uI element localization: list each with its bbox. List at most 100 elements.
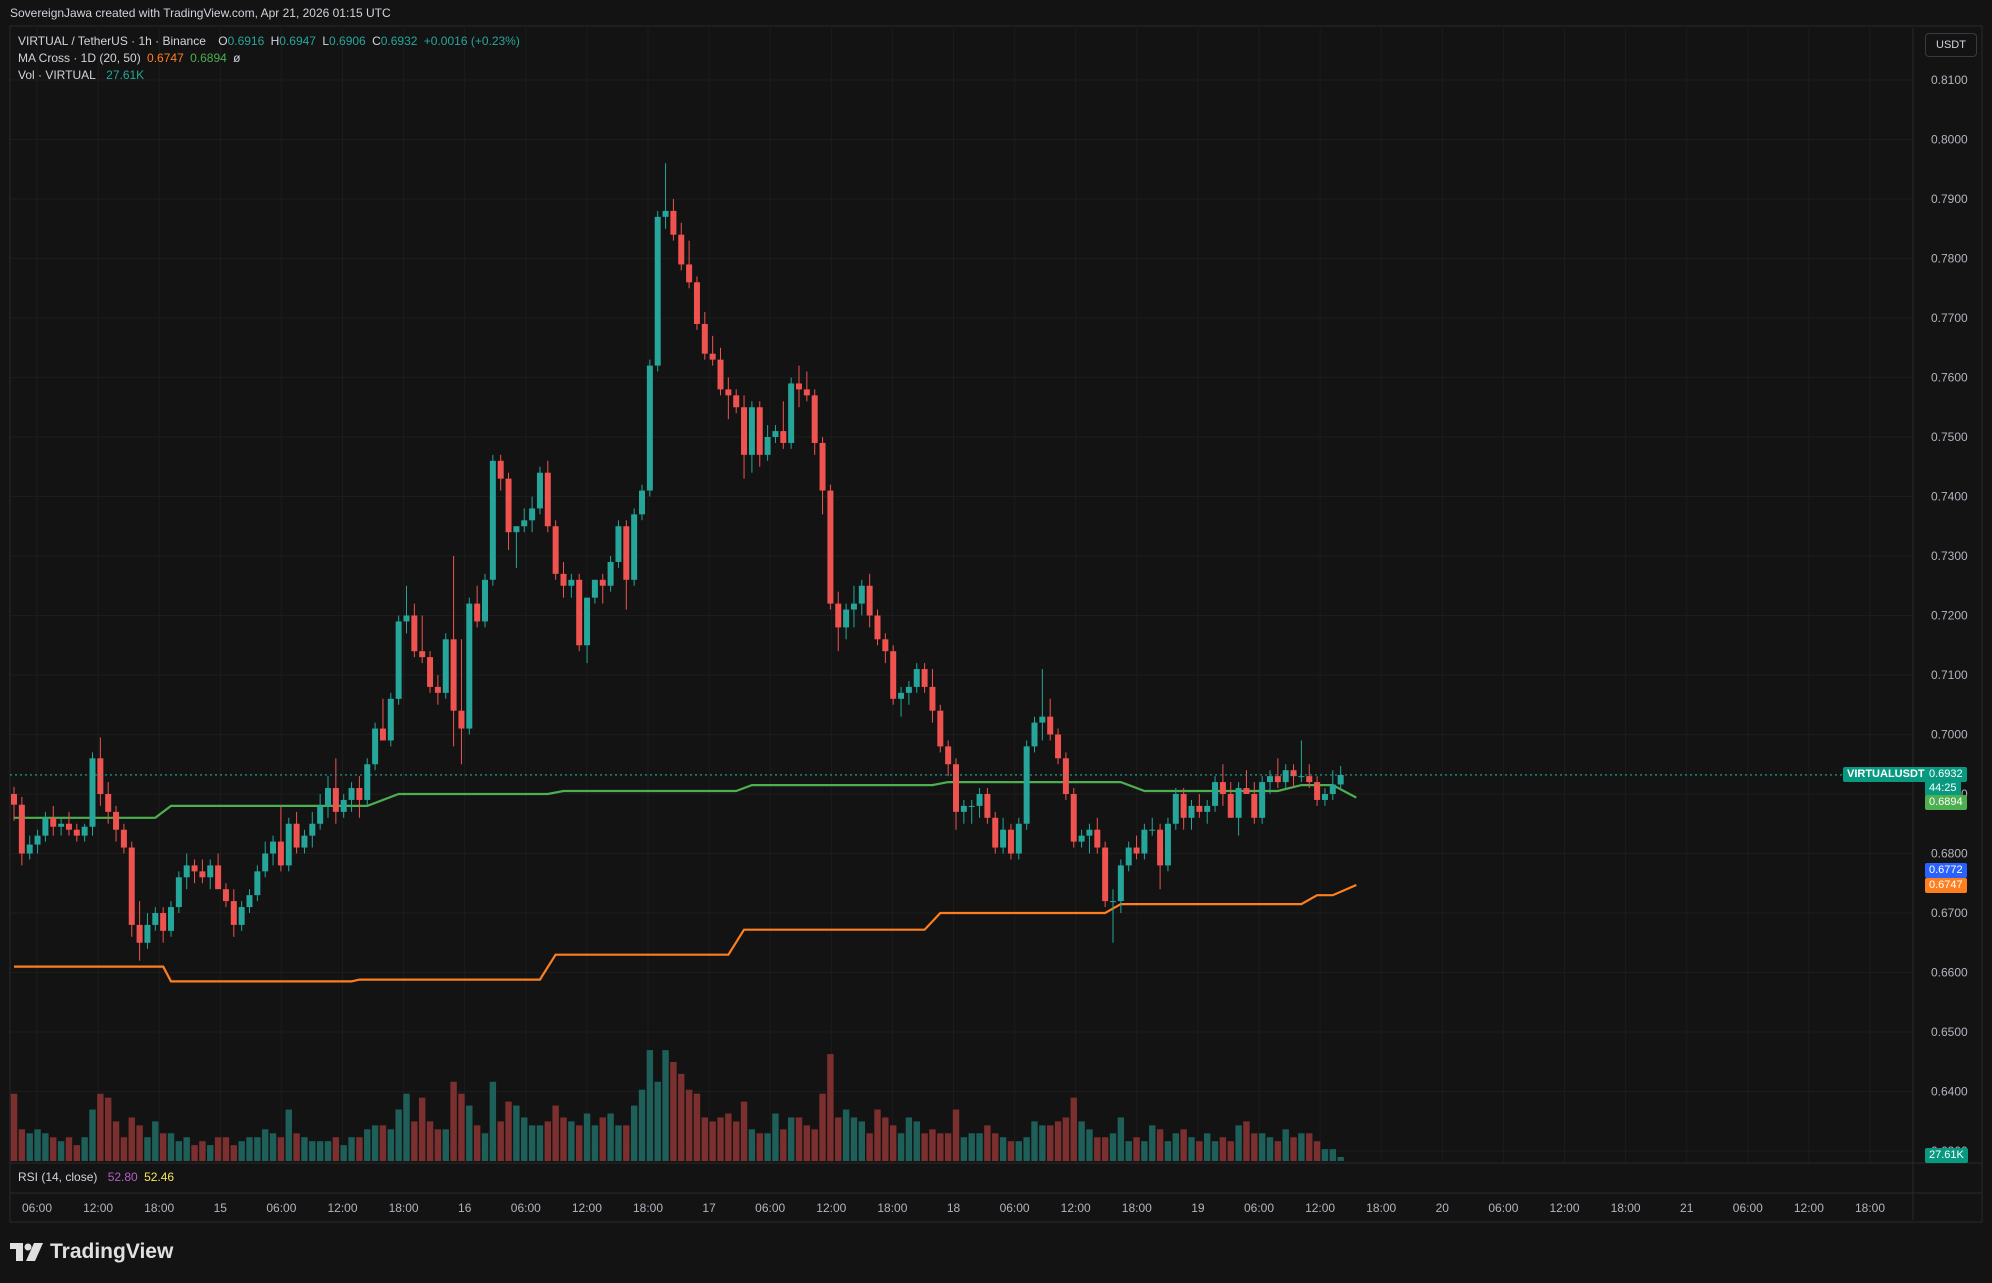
candle-body	[120, 829, 127, 848]
volume-bar	[1117, 1117, 1125, 1161]
candle-body	[474, 603, 481, 622]
candle-body	[372, 728, 379, 765]
volume-bar	[984, 1125, 991, 1161]
candle-body	[631, 514, 638, 580]
volume-bar	[913, 1121, 920, 1161]
volume-bar	[301, 1137, 308, 1161]
rsi-legend[interactable]: RSI (14, close) 52.80 52.46	[18, 1170, 177, 1184]
price-tick-label: 0.6400	[1931, 1085, 1968, 1099]
price-tick-label: 0.8100	[1931, 73, 1968, 87]
volume-bar	[937, 1133, 944, 1161]
ma-cross-label: MA Cross · 1D (20, 50)	[18, 51, 141, 65]
time-tick-label: 18	[947, 1201, 961, 1215]
candle-body	[992, 817, 999, 848]
volume-bar	[450, 1081, 457, 1161]
tradingview-logo-icon	[10, 1243, 43, 1261]
volume-value: 27.61K	[106, 68, 145, 82]
time-tick-label: 18:00	[1611, 1201, 1641, 1215]
volume-bar	[1039, 1125, 1046, 1161]
time-tick-label: 18:00	[1122, 1201, 1152, 1215]
volume-bar	[1109, 1133, 1117, 1161]
volume-bar	[1274, 1141, 1282, 1161]
candle-body	[1180, 794, 1187, 818]
volume-bar	[42, 1133, 49, 1161]
candle-body	[968, 805, 975, 807]
ma-cross-legend[interactable]: MA Cross · 1D (20, 50) 0.6747 0.6894 ø	[18, 51, 243, 65]
candle-body	[615, 526, 622, 562]
candle-body	[717, 359, 724, 390]
time-tick-label: 18:00	[877, 1201, 907, 1215]
time-tick-label: 18:00	[144, 1201, 174, 1215]
time-tick-label: 12:00	[1794, 1201, 1824, 1215]
time-tick-label: 20	[1436, 1201, 1450, 1215]
volume-bar	[246, 1137, 253, 1161]
candle-body	[1212, 782, 1219, 806]
bar-countdown-tag: 44:25	[1925, 781, 1961, 797]
candle-body	[191, 865, 198, 872]
candle-body	[50, 817, 57, 827]
candle-body	[505, 478, 512, 533]
candle-body	[1274, 776, 1281, 783]
candle-body	[1164, 823, 1171, 866]
volume-bar	[568, 1121, 575, 1161]
price-tick-label: 0.7600	[1931, 371, 1968, 385]
time-tick-label: 12:00	[816, 1201, 846, 1215]
price-tick-label: 0.7800	[1931, 252, 1968, 266]
volume-bar	[473, 1125, 481, 1161]
volume-bar	[1180, 1129, 1187, 1161]
volume-bar	[285, 1109, 292, 1161]
volume-bar	[26, 1133, 33, 1161]
volume-bar	[112, 1121, 120, 1161]
candle-body	[1298, 776, 1305, 778]
volume-bar	[850, 1117, 858, 1161]
volume-legend[interactable]: Vol · VIRTUAL 27.61K	[18, 68, 147, 82]
candle-body	[332, 788, 339, 812]
candles	[11, 163, 1344, 961]
tradingview-logo[interactable]: TradingView	[10, 1240, 173, 1264]
volume-bar	[379, 1125, 387, 1161]
volume-bar	[167, 1133, 175, 1161]
attribution: SovereignJawa created with TradingView.c…	[10, 6, 391, 20]
candle-body	[670, 210, 677, 235]
symbol-legend[interactable]: VIRTUAL / TetherUS · 1h · Binance O0.691…	[18, 34, 523, 48]
candle-body	[379, 728, 386, 741]
volume-bar	[238, 1141, 245, 1161]
candle-body	[97, 758, 104, 794]
volume-bar	[309, 1141, 316, 1161]
volume-bar	[1070, 1097, 1077, 1161]
volume-bar	[371, 1125, 379, 1161]
candle-body	[1015, 823, 1022, 854]
volume-label: Vol · VIRTUAL	[18, 68, 96, 82]
volume-bar	[1321, 1149, 1329, 1161]
candle-body	[489, 460, 496, 580]
volume-bar	[662, 1050, 669, 1161]
volume-bar	[623, 1125, 630, 1161]
time-tick-label: 06:00	[755, 1201, 785, 1215]
candle-body	[639, 490, 645, 515]
volume-bar	[505, 1101, 512, 1161]
candle-body	[113, 811, 120, 830]
candle-body	[434, 686, 441, 693]
currency-button[interactable]: USDT	[1925, 33, 1977, 57]
time-tick-label: 06:00	[22, 1201, 52, 1215]
blue-price-tag: 0.6772	[1925, 862, 1967, 878]
volume-bar	[57, 1141, 65, 1161]
volume-bar	[269, 1133, 277, 1161]
volume-bar	[552, 1105, 559, 1161]
time-tick-label: 18:00	[389, 1201, 419, 1215]
volume-bar	[199, 1141, 206, 1161]
candle-body	[1306, 776, 1313, 783]
candle-body	[73, 829, 80, 836]
time-tick-label: 18:00	[1366, 1201, 1396, 1215]
volume-bar	[764, 1133, 771, 1161]
volume-bar	[458, 1093, 465, 1161]
time-axis[interactable]: 06:00 12:00 18:00 15 06:00 12:00 18:00 16 06:00 1…	[22, 1201, 1885, 1215]
price-tick-label: 0.7200	[1931, 609, 1968, 623]
close-value: 0.6932	[380, 34, 418, 48]
price-tick-label: 0.8000	[1931, 133, 1968, 147]
candle-body	[1000, 829, 1007, 848]
low-label: L	[322, 34, 330, 48]
candle-body	[1267, 776, 1273, 783]
volume-bar	[670, 1062, 677, 1161]
